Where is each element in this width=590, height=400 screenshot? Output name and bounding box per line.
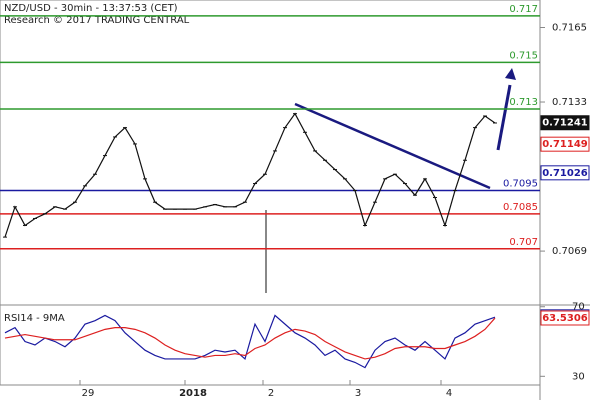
x-tick-label: 3 [355,388,361,399]
rsi-tick-label: 30 [572,371,585,382]
x-tick-label: 29 [82,388,95,399]
level-label: 0.713 [509,97,538,108]
value-box [540,165,590,181]
rsi-line [4,317,496,360]
arrow-head [505,68,516,80]
value-box [540,310,590,326]
x-tick-label: 4 [446,388,452,399]
value-box-label: 0.71241 [542,118,588,129]
y-tick-label: 0.7069 [552,246,587,257]
value-box-label: 63.5306 [542,313,588,324]
chart-title: NZD/USD - 30min - 13:37:53 (CET) [4,3,178,14]
forecast-arrow [496,84,512,151]
value-box [540,115,590,131]
level-label: 0.715 [509,50,538,61]
y-tick-label: 0.7133 [552,97,587,108]
level-label: 0.717 [509,4,538,15]
x-tick-label: 2 [268,388,274,399]
plot-frame [0,0,541,386]
level-label: 0.707 [509,237,538,248]
level-label: 0.7085 [503,202,538,213]
value-box [540,136,590,152]
price-line [4,112,496,238]
trend-line [294,102,491,190]
x-tick-label: 2018 [179,388,207,399]
y-tick-label: 0.7165 [552,22,587,33]
rsi-tick-label: 70 [572,302,585,313]
rsi-line [4,314,496,369]
chart-subtitle: Research © 2017 TRADING CENTRAL [4,15,190,26]
value-box-label: 0.71026 [542,168,588,179]
value-box-label: 0.71149 [542,139,588,150]
rsi-title: RSI14 - 9MA [4,313,65,324]
level-label: 0.7095 [503,179,538,190]
